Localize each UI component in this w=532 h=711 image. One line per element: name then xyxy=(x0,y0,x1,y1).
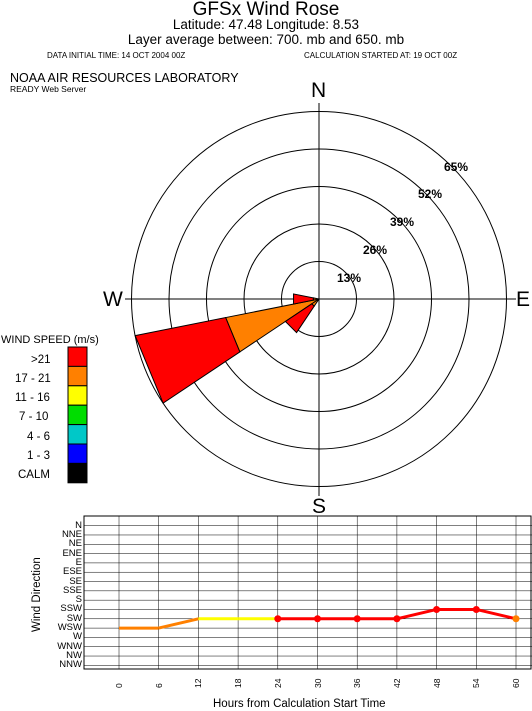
direction-tick-label: WSW xyxy=(57,622,82,634)
timeseries-segment xyxy=(396,608,437,621)
timeseries-point xyxy=(274,615,282,623)
compass-east: E xyxy=(516,288,531,311)
direction-tick-label: SE xyxy=(69,575,82,587)
hour-tick-label: 24 xyxy=(272,678,283,688)
direction-tick-label: NW xyxy=(66,650,82,662)
data-initial-time: DATA INITIAL TIME: 14 OCT 2004 00Z xyxy=(47,51,186,60)
direction-tick-label: NNW xyxy=(59,659,82,671)
legend-swatch xyxy=(67,385,88,406)
ring-label: 26% xyxy=(363,243,388,257)
legend-swatch xyxy=(67,404,88,426)
server-name: READY Web Server xyxy=(10,84,87,94)
rose-petal-w xyxy=(293,293,314,305)
ring-label: 13% xyxy=(337,271,362,285)
direction-tick-label: W xyxy=(73,631,82,643)
legend-swatch xyxy=(67,365,88,387)
hour-tick-label: 6 xyxy=(153,683,164,688)
compass-west: W xyxy=(103,288,123,311)
hour-tick-label: 48 xyxy=(431,678,442,688)
timeseries-point xyxy=(472,605,480,613)
ring-label: 39% xyxy=(390,215,415,229)
hour-tick-label: 12 xyxy=(193,678,204,688)
legend-swatch xyxy=(67,346,88,367)
rose-petal-wsw xyxy=(134,317,241,404)
direction-tick-label: SSE xyxy=(62,584,82,596)
timeseries-point xyxy=(353,615,361,623)
x-axis-label: Hours from Calculation Start Time xyxy=(213,698,386,710)
hour-tick-label: 60 xyxy=(511,678,521,688)
timeseries-point xyxy=(393,615,401,623)
direction-tick-label: ENE xyxy=(62,547,82,559)
timeseries-point xyxy=(314,615,321,623)
rose-petal-sw xyxy=(284,303,315,334)
compass-south: S xyxy=(312,495,327,518)
direction-tick-label: NE xyxy=(68,538,82,550)
timeseries-segment xyxy=(475,608,517,621)
layer-line: Layer average between: 700. mb and 650. … xyxy=(127,32,405,47)
hour-tick-label: 0 xyxy=(114,683,124,688)
direction-tick-label: NNE xyxy=(61,528,82,540)
timeseries-segment xyxy=(158,617,199,630)
location-line: Latitude: 47.48 Longitude: 8.53 xyxy=(172,17,360,32)
legend-label-17-21-text: 17 - 21 xyxy=(15,373,51,385)
direction-tick-label: S xyxy=(75,594,82,606)
legend-label-11-16: 11 - 16 xyxy=(15,392,50,404)
hour-tick-label: 54 xyxy=(471,678,482,688)
direction-tick-label: SW xyxy=(66,612,82,624)
legend-label-7-10: 7 - 10 xyxy=(19,411,49,423)
rose-petal-wsw xyxy=(224,298,320,353)
chart-title: GFSx Wind Rose xyxy=(192,0,340,20)
organization-name: NOAA AIR RESOURCES LABORATORY xyxy=(10,71,239,85)
calculation-started: CALCULATION STARTED AT: 19 OCT 00Z xyxy=(304,51,458,60)
legend-swatch xyxy=(67,443,88,464)
timeseries-point xyxy=(433,605,441,613)
direction-tick-label: ESE xyxy=(62,566,82,578)
ring-label: 52% xyxy=(418,187,443,201)
hour-tick-label: 18 xyxy=(233,678,244,688)
timeseries-point xyxy=(512,615,520,623)
direction-tick-label: E xyxy=(75,556,82,568)
compass-north: N xyxy=(311,79,327,102)
legend-swatch xyxy=(67,462,88,484)
hour-tick-label: 42 xyxy=(391,678,402,688)
legend-label-4-6: 4 - 6 xyxy=(27,431,51,443)
hour-tick-label: 30 xyxy=(312,678,323,688)
legend-swatch xyxy=(67,424,88,445)
direction-tick-label: WNW xyxy=(57,640,82,652)
legend-label-1-3: 1 - 3 xyxy=(27,450,51,462)
ring-label: 65% xyxy=(444,160,469,174)
direction-tick-label: SSW xyxy=(60,603,82,615)
y-axis-label: Wind Direction xyxy=(31,557,43,632)
hour-tick-label: 36 xyxy=(352,678,363,688)
legend-title: WIND SPEED (m/s) xyxy=(1,334,99,346)
direction-tick-label: N xyxy=(75,519,82,531)
legend-label-calm: CALM xyxy=(18,469,50,481)
timeseries-frame xyxy=(83,515,532,670)
legend-label-gt21: >21 xyxy=(31,354,51,366)
